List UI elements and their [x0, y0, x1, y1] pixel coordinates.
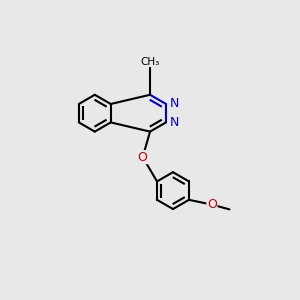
Text: O: O	[138, 151, 148, 164]
Text: CH₃: CH₃	[140, 56, 160, 67]
Text: N: N	[170, 98, 179, 110]
Text: N: N	[170, 116, 179, 129]
Text: O: O	[207, 198, 217, 211]
